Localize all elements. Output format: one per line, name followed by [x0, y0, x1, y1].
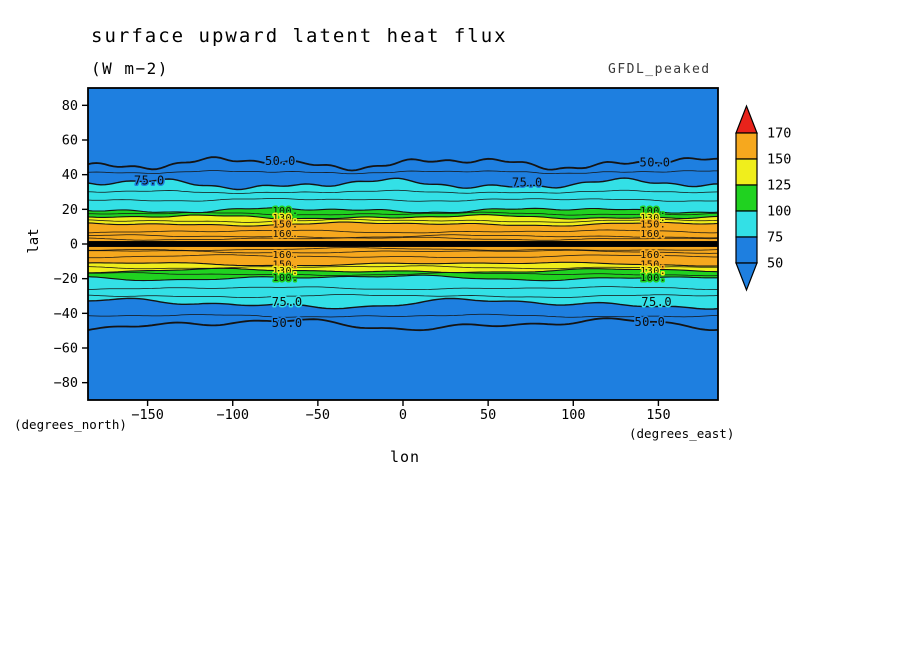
contour-label: 50.0: [265, 154, 296, 168]
contour-label: 100.: [640, 273, 666, 284]
contour-label: 75.0: [512, 175, 543, 189]
colorbar-band: [735, 184, 758, 212]
y-tick-label: −20: [54, 271, 78, 287]
contour-label: 50.0: [634, 315, 665, 329]
x-tick-label: −100: [216, 407, 249, 423]
x-tick-label: −50: [306, 407, 330, 423]
contour-label: 130.: [272, 266, 298, 277]
contour-label: 160.: [640, 250, 666, 261]
contour-label: 160.: [272, 250, 298, 261]
y-tick-label: 0: [70, 237, 78, 253]
y-tick-label: 20: [62, 202, 78, 218]
contour-label: 75.0: [641, 295, 672, 309]
colorbar-band: [735, 158, 758, 186]
colorbar: 170 150 125 100 75 50: [735, 104, 791, 292]
contour-label: 75.0: [272, 295, 303, 309]
colorbar-label: 100: [767, 204, 791, 220]
contour-label: 50.0: [272, 316, 303, 330]
equator-contour-bundle: [88, 241, 718, 247]
x-tick-label: 150: [646, 407, 670, 423]
contour-label: 100.: [640, 206, 666, 217]
colorbar-label: 150: [767, 152, 791, 168]
x-axis-units-label: (degrees_east): [629, 426, 735, 441]
colorbar-label: 50: [767, 256, 783, 272]
colorbar-band: [735, 132, 758, 160]
y-axis-units-label: (degrees_north): [14, 417, 127, 432]
y-tick-label: 60: [62, 133, 78, 149]
colorbar-above-triangle: [735, 104, 758, 134]
colorbar-band: [735, 210, 758, 238]
contour-label: 150.: [272, 220, 298, 231]
colorbar-label: 125: [767, 178, 791, 194]
y-tick-label: 80: [62, 98, 78, 114]
x-tick-label: 100: [561, 407, 585, 423]
contour-label: 75.0: [134, 174, 165, 188]
y-tick-label: 40: [62, 167, 78, 183]
contour-label: 130.: [272, 213, 298, 224]
chart-title: surface upward latent heat flux: [91, 25, 508, 47]
contour-label: 100.: [272, 206, 298, 217]
colorbar-label: 75: [767, 230, 783, 246]
contour-label: 150.: [640, 220, 666, 231]
contour-label: 160.: [640, 229, 666, 240]
colorbar-below-triangle: [735, 262, 758, 292]
contour-label: 100.: [272, 273, 298, 284]
contour-label: 130.: [640, 213, 666, 224]
x-tick-label: −150: [131, 407, 164, 423]
y-tick-label: −60: [54, 341, 78, 357]
contour-label: 150.: [272, 259, 298, 270]
x-tick-label: 0: [399, 407, 407, 423]
axes: −150 −100 −50 0 50 100 150 80 60 40 20 0 −20 −40 −60 −8…: [54, 87, 719, 423]
y-tick-label: −40: [54, 306, 78, 322]
contour-label: 150.: [640, 259, 666, 270]
map-area: 50.0 50.075.0 75.075.0 75.050.0 50.0100.130.…: [88, 88, 718, 400]
x-tick-label: 50: [480, 407, 496, 423]
chart-units-label: (W m−2): [91, 59, 169, 78]
contour-label: 130.: [640, 266, 666, 277]
colorbar-band: [735, 236, 758, 264]
y-tick-label: −80: [54, 375, 78, 391]
contour-label: 160.: [272, 229, 298, 240]
colorbar-label: 170: [767, 126, 791, 142]
model-annotation: GFDL_peaked: [608, 62, 711, 77]
contour-label: 50.0: [640, 156, 671, 170]
x-axis-label: lon: [389, 448, 421, 466]
